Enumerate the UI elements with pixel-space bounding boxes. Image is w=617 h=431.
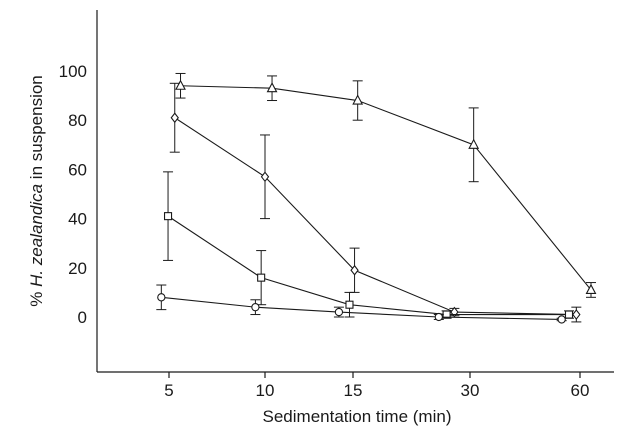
y-tick-label: 100: [59, 62, 87, 81]
series-line: [174, 117, 577, 316]
y-axis-title: % H. zealandica in suspension: [27, 75, 46, 307]
square-marker: [345, 300, 354, 309]
circle-marker: [557, 315, 566, 324]
triangle-marker: [266, 82, 278, 93]
triangle-marker: [468, 138, 480, 149]
square-marker: [163, 212, 173, 221]
series-line: [180, 85, 592, 291]
circle-marker: [251, 303, 260, 312]
diamond-series: [169, 82, 582, 323]
triangle-marker: [352, 94, 364, 105]
diamond-marker: [350, 264, 359, 276]
diamond-marker: [450, 306, 459, 318]
triangle-marker: [585, 283, 597, 294]
y-tick-label: 80: [68, 111, 87, 130]
circle-series: [156, 284, 567, 324]
y-axis-title-suffix: in suspension: [27, 75, 46, 184]
triangle-series: [175, 72, 597, 298]
x-tick-label: 10: [256, 381, 275, 400]
x-axis-title: Sedimentation time (min): [263, 407, 452, 426]
diamond-marker: [572, 309, 581, 320]
x-tick-label: 5: [164, 381, 173, 400]
y-tick-label: 20: [68, 259, 87, 278]
square-marker: [257, 273, 266, 282]
square-series: [163, 171, 574, 319]
triangle-marker: [175, 79, 186, 90]
circle-marker: [157, 293, 166, 302]
y-axis-title-prefix: %: [27, 287, 46, 307]
square-marker: [564, 310, 574, 319]
x-tick-group: 5 10 15 30 60: [164, 372, 589, 400]
x-tick-label: 60: [571, 381, 590, 400]
series-line: [161, 296, 562, 321]
circle-marker: [434, 312, 443, 322]
y-tick-label: 60: [68, 160, 87, 179]
diamond-marker: [260, 171, 270, 183]
series-layer: [156, 72, 597, 324]
y-tick-group: 0 20 40 60 80 100: [59, 62, 87, 327]
y-axis-title-species: H. zealandica: [27, 184, 46, 287]
x-tick-label: 30: [461, 381, 480, 400]
y-tick-label: 0: [78, 308, 87, 327]
series-line: [167, 215, 569, 316]
x-tick-label: 15: [344, 381, 363, 400]
circle-marker: [334, 307, 344, 317]
diamond-marker: [170, 112, 179, 124]
y-tick-label: 40: [68, 210, 87, 229]
